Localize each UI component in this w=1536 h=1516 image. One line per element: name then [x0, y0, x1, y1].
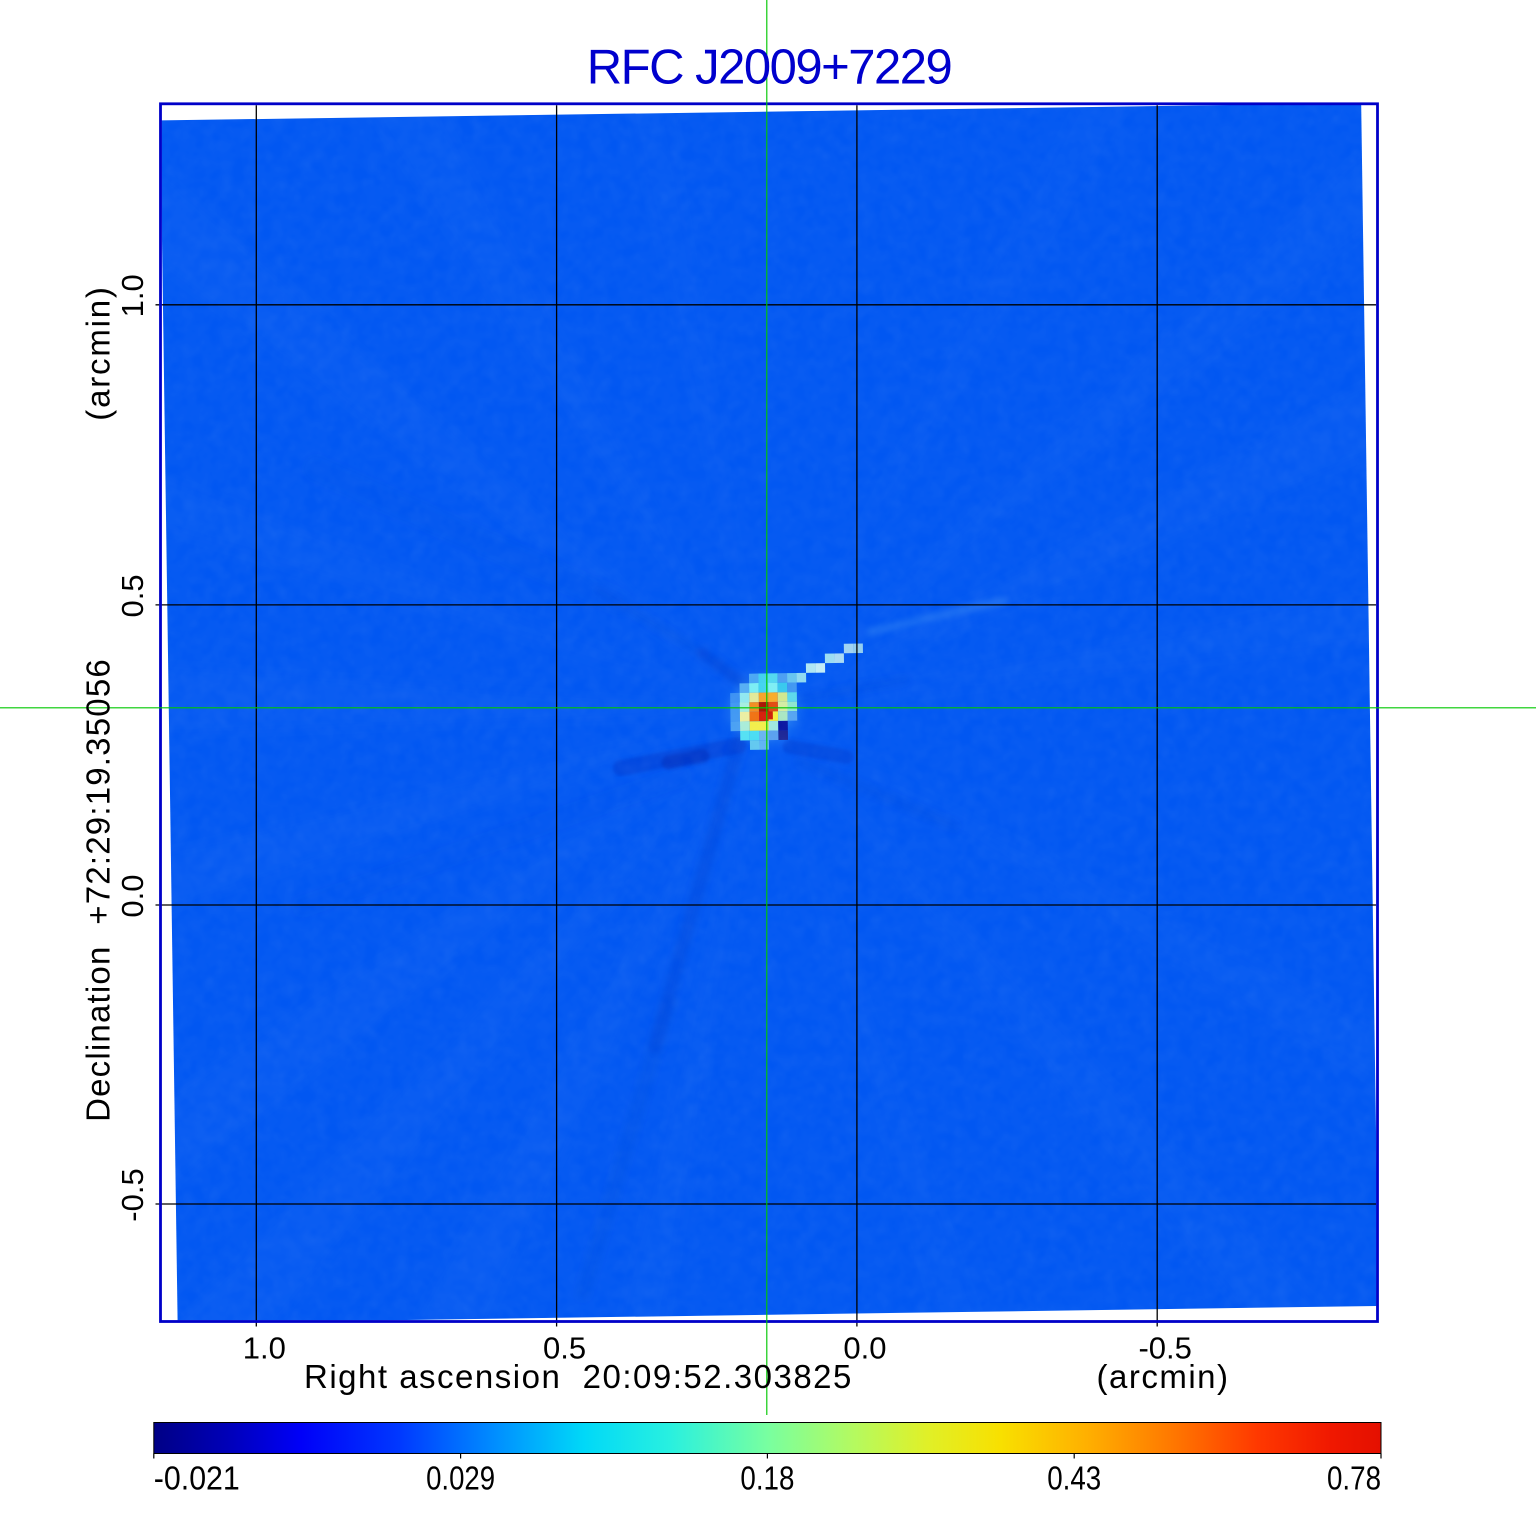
- svg-text:0.0: 0.0: [115, 874, 150, 917]
- svg-text:Declination +72:29:19.35056: Declination +72:29:19.35056: [80, 658, 117, 1122]
- svg-text:0.029: 0.029: [426, 1460, 495, 1497]
- svg-text:Right ascension 20:09:52.3038: Right ascension 20:09:52.303825: [304, 1358, 853, 1395]
- svg-text:0.43: 0.43: [1047, 1460, 1101, 1497]
- svg-text:0.18: 0.18: [740, 1460, 794, 1497]
- svg-text:1.0: 1.0: [115, 274, 150, 317]
- svg-text:0.5: 0.5: [115, 574, 150, 617]
- svg-text:(arcmin): (arcmin): [80, 285, 117, 420]
- svg-text:0.78: 0.78: [1327, 1460, 1381, 1497]
- svg-text:-0.5: -0.5: [1138, 1331, 1191, 1366]
- svg-text:-0.021: -0.021: [154, 1460, 240, 1497]
- svg-text:RFC J2009+7229: RFC J2009+7229: [587, 41, 951, 95]
- svg-text:(arcmin): (arcmin): [1097, 1358, 1230, 1395]
- svg-text:-0.5: -0.5: [115, 1168, 150, 1221]
- svg-text:1.0: 1.0: [243, 1331, 286, 1366]
- svg-text:0.0: 0.0: [843, 1331, 886, 1366]
- svg-text:0.5: 0.5: [543, 1331, 586, 1366]
